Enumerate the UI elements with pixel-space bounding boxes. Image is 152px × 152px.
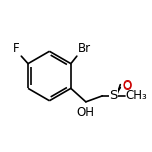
Text: Br: Br xyxy=(78,42,91,55)
Text: CH₃: CH₃ xyxy=(125,89,147,102)
Text: F: F xyxy=(13,42,20,55)
Text: O: O xyxy=(123,79,132,92)
Text: OH: OH xyxy=(76,106,94,119)
Text: O: O xyxy=(123,80,132,93)
Text: S: S xyxy=(109,89,118,102)
